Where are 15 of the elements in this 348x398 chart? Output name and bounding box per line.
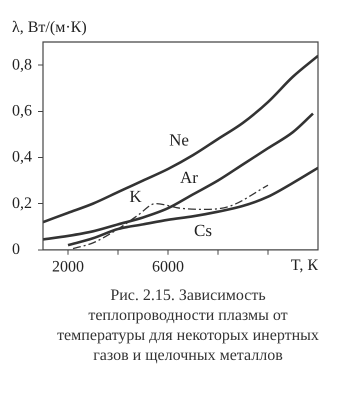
y-tick-label: 0,8	[12, 56, 32, 74]
x-axis-title: T, К	[290, 257, 318, 274]
series-label: Ne	[169, 130, 189, 150]
x-tick-label: 2000	[52, 258, 84, 276]
line-series	[43, 54, 318, 224]
text: Рис. 2.15. Зависимость теплопроводности плазмы от температуры для некоторых инертных газов и щелочных металлов	[56, 286, 320, 366]
series-label: K	[129, 187, 142, 206]
series-label: Cs	[194, 220, 212, 240]
y-tick-label: 0,2	[12, 194, 32, 212]
y-tick-label: 0	[12, 241, 20, 258]
y-axis-title: λ, Вт/(м·К)	[12, 19, 87, 36]
series-label: Ar	[180, 168, 198, 187]
x-tick-label: 6000	[152, 258, 184, 276]
y-tick-label: 0,6	[12, 102, 32, 120]
y-tick-label: 0,4	[12, 148, 32, 166]
